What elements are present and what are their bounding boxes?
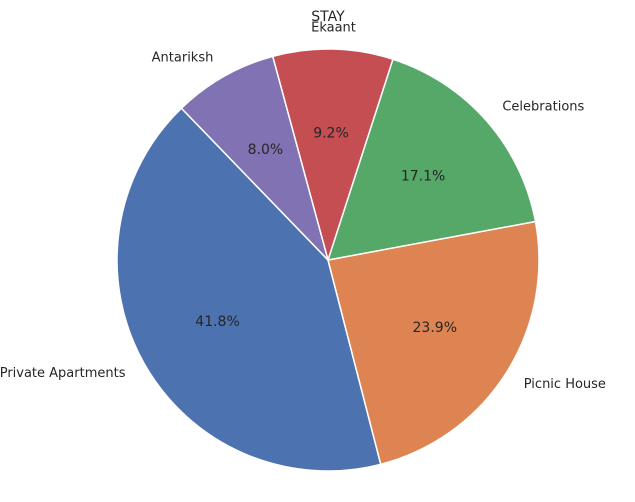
slice-label-antariksh: Antariksh bbox=[152, 51, 214, 66]
slice-label-private-apartments: Private Apartments bbox=[0, 366, 126, 381]
slices-layer bbox=[117, 49, 539, 471]
slice-pct-antariksh: 8.0% bbox=[248, 142, 284, 158]
slice-pct-ekaant: 9.2% bbox=[313, 125, 349, 141]
slice-pct-private-apartments: 41.8% bbox=[195, 314, 239, 330]
slice-pct-picnic-house: 23.9% bbox=[413, 320, 457, 336]
slice-label-picnic-house: Picnic House bbox=[524, 377, 606, 392]
chart-title: STAY bbox=[311, 9, 345, 25]
slice-pct-celebrations: 17.1% bbox=[401, 168, 445, 184]
slice-label-celebrations: Celebrations bbox=[502, 99, 584, 114]
